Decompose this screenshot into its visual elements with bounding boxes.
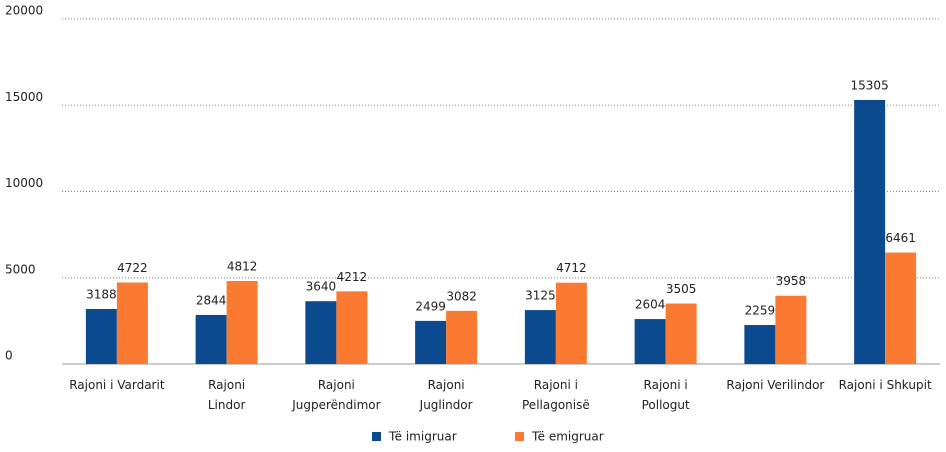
value-label: 4722 bbox=[117, 261, 148, 275]
bar bbox=[116, 282, 148, 364]
value-label: 2259 bbox=[745, 304, 776, 318]
x-tick-label-line: Rajoni bbox=[318, 378, 355, 392]
x-tick-label-line: Juglindor bbox=[419, 398, 473, 412]
value-label: 2499 bbox=[415, 299, 446, 313]
bar bbox=[85, 309, 117, 364]
value-label: 3640 bbox=[306, 280, 337, 294]
x-tick-label: Rajoni Juglindor bbox=[419, 378, 473, 412]
bar bbox=[744, 325, 776, 364]
y-tick-label: 5000 bbox=[5, 262, 36, 276]
value-label: 2604 bbox=[635, 298, 666, 312]
value-label: 3188 bbox=[86, 288, 117, 302]
x-tick-label: Rajoni i Pollogut bbox=[642, 378, 690, 412]
value-label: 4212 bbox=[337, 270, 368, 284]
x-tick-label: Rajoni i Pellagonisë bbox=[522, 378, 590, 412]
bar bbox=[885, 252, 917, 364]
x-tick-label-line: Pollogut bbox=[642, 398, 690, 412]
bar bbox=[446, 310, 478, 364]
x-tick-label: Rajoni Verilindor bbox=[726, 378, 824, 392]
x-tick-label-line: Pellagonisë bbox=[522, 398, 590, 412]
legend-label: Të imigruar bbox=[388, 430, 457, 444]
value-label: 6461 bbox=[885, 231, 916, 245]
bar bbox=[524, 310, 556, 364]
x-tick-label-line: Rajoni i bbox=[534, 378, 578, 392]
bar bbox=[555, 282, 587, 364]
x-tick-label-line: Rajoni i Vardarit bbox=[69, 378, 165, 392]
x-tick-label: Rajoni Lindor bbox=[208, 378, 246, 412]
y-tick-label: 20000 bbox=[5, 4, 43, 18]
x-tick-label-line: Rajoni i bbox=[644, 378, 688, 392]
x-tick-label-line: Rajoni i Shkupit bbox=[839, 378, 932, 392]
value-label: 3082 bbox=[446, 289, 477, 303]
value-label: 3125 bbox=[525, 289, 556, 303]
legend-swatch bbox=[372, 432, 381, 441]
x-tick-label: Rajoni i Vardarit bbox=[69, 378, 165, 392]
y-tick-label: 15000 bbox=[5, 90, 43, 104]
value-label: 4712 bbox=[556, 261, 587, 275]
legend-label: Të emigruar bbox=[531, 430, 604, 444]
bar bbox=[775, 295, 807, 364]
bar bbox=[336, 291, 368, 364]
x-tick-label-line: Lindor bbox=[208, 398, 246, 412]
value-label: 15305 bbox=[851, 78, 889, 92]
x-tick-label-line: Rajoni bbox=[428, 378, 465, 392]
x-tick-label: Rajoni i Shkupit bbox=[839, 378, 932, 392]
x-tick-label-line: Rajoni bbox=[208, 378, 245, 392]
bar bbox=[305, 301, 337, 364]
x-tick-label: Rajoni Jugperëndimor bbox=[291, 378, 380, 412]
y-tick-label: 0 bbox=[5, 349, 13, 363]
bar bbox=[415, 320, 447, 364]
y-tick-label: 10000 bbox=[5, 176, 43, 190]
value-label: 3505 bbox=[666, 282, 697, 296]
value-label: 4812 bbox=[227, 259, 258, 273]
x-tick-label-line: Jugperëndimor bbox=[291, 398, 380, 412]
bar bbox=[665, 303, 697, 364]
bar bbox=[634, 319, 666, 364]
value-label: 2844 bbox=[196, 293, 227, 307]
bar bbox=[195, 314, 227, 364]
value-label: 3958 bbox=[776, 274, 807, 288]
bar bbox=[854, 99, 886, 365]
legend-swatch bbox=[515, 432, 524, 441]
bar bbox=[226, 280, 258, 364]
x-tick-label-line: Rajoni Verilindor bbox=[726, 378, 824, 392]
